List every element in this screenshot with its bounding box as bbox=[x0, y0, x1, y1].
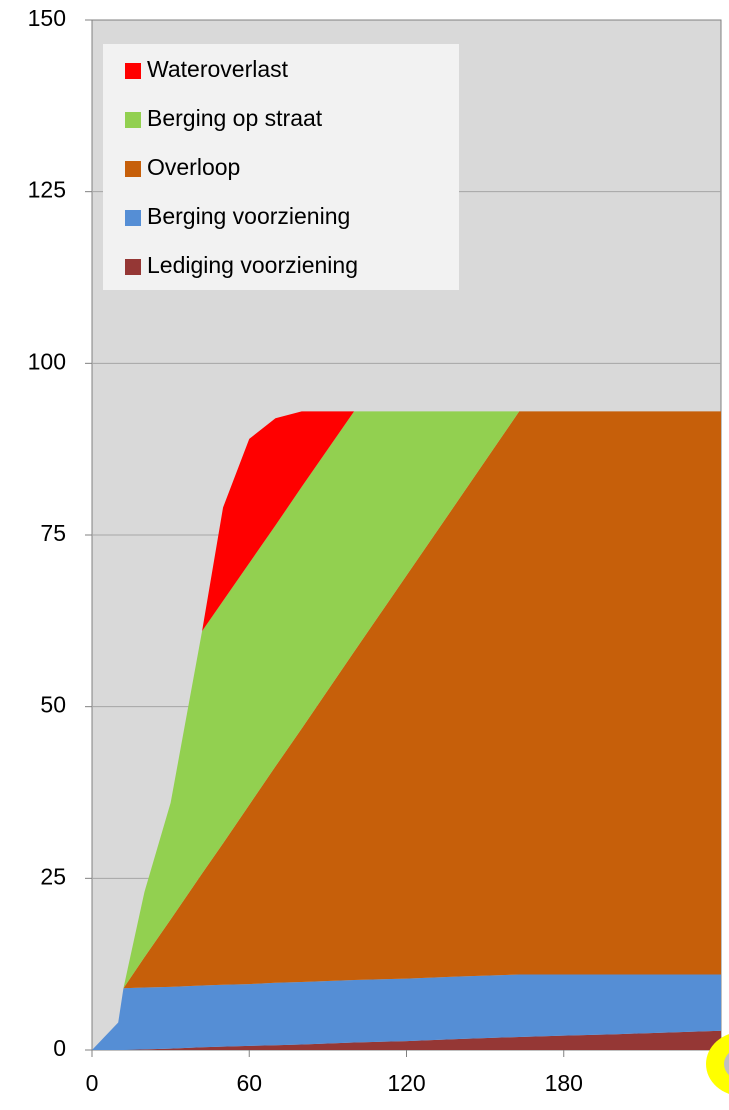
cursor-highlight-inner bbox=[724, 1052, 729, 1076]
y-tick-label: 75 bbox=[40, 520, 66, 546]
legend-swatch bbox=[125, 259, 141, 275]
y-tick-label: 125 bbox=[28, 177, 66, 203]
legend-label: Wateroverlast bbox=[147, 56, 289, 82]
y-tick-label: 50 bbox=[40, 692, 66, 718]
legend-label: Berging op straat bbox=[147, 105, 323, 131]
area bbox=[92, 411, 721, 1050]
legend-swatch bbox=[125, 210, 141, 226]
areas bbox=[92, 411, 721, 1050]
legend-label: Overloop bbox=[147, 154, 240, 180]
legend-box bbox=[103, 44, 459, 290]
y-tick-label: 150 bbox=[28, 5, 66, 31]
legend: Lediging voorziening Berging voorziening O… bbox=[103, 44, 459, 290]
x-tick-label: 60 bbox=[236, 1070, 262, 1096]
area bbox=[92, 974, 721, 1050]
axes: 0 25 50 75 100 125 150 0 60 120 180 bbox=[28, 5, 583, 1096]
y-tick-label: 25 bbox=[40, 863, 66, 889]
x-tick-label: 0 bbox=[86, 1070, 99, 1096]
area bbox=[92, 411, 721, 1050]
cursor-highlight bbox=[706, 1034, 729, 1094]
x-tick-label: 120 bbox=[387, 1070, 425, 1096]
legend-swatch bbox=[125, 161, 141, 177]
y-tick-label: 100 bbox=[28, 348, 66, 374]
legend-label: Lediging voorziening bbox=[147, 252, 358, 278]
legend-label: Berging voorziening bbox=[147, 203, 350, 229]
legend-swatch bbox=[125, 112, 141, 128]
x-tick-label: 180 bbox=[545, 1070, 583, 1096]
legend-swatch bbox=[125, 63, 141, 79]
y-tick-label: 0 bbox=[53, 1035, 66, 1061]
